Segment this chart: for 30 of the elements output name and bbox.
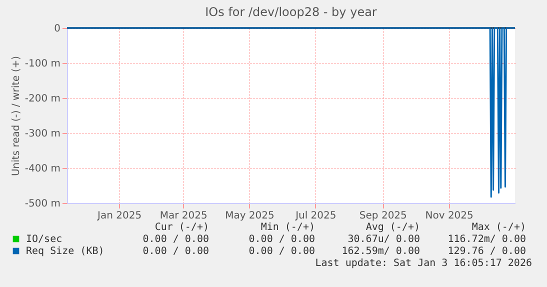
x-tick-label: Sep 2025 bbox=[359, 210, 407, 222]
text: 162.59m/ 0.00 bbox=[342, 246, 420, 257]
y-tick-label: -200 m bbox=[24, 94, 60, 104]
x-tick-label: Jul 2025 bbox=[294, 210, 336, 222]
x-tick-label: May 2025 bbox=[225, 210, 274, 222]
text: Avg (-/+) bbox=[366, 222, 420, 233]
legend-label: IO/sec bbox=[26, 234, 62, 245]
y-tick-label: -100 m bbox=[24, 58, 60, 70]
text: Max (-/+) bbox=[472, 222, 526, 233]
text: 0.00 / 0.00 bbox=[248, 234, 315, 245]
line-series bbox=[66, 27, 516, 198]
y-tick-label: 0 bbox=[54, 24, 60, 34]
x-tick-label: Nov 2025 bbox=[425, 210, 474, 222]
text: 116.72m/ 0.00 bbox=[448, 234, 526, 245]
y-tick-label: -500 m bbox=[24, 198, 60, 210]
y-axis-title: Units read (-) / write (+) bbox=[10, 56, 22, 176]
y-tick-label: -300 m bbox=[24, 128, 60, 140]
legend-label: Req Size (KB) bbox=[26, 246, 104, 257]
text: 0.00 / 0.00 bbox=[142, 246, 209, 257]
y-tick-label: -400 m bbox=[24, 164, 60, 174]
text: 0.00 / 0.00 bbox=[142, 234, 209, 245]
text: 30.67u/ 0.00 bbox=[348, 234, 420, 245]
x-tick-label: Mar 2025 bbox=[160, 210, 208, 222]
text: 0.00 / 0.00 bbox=[248, 246, 315, 257]
chart-title: IOs for /dev/loop28 - by year bbox=[205, 5, 377, 19]
text: Min (-/+) bbox=[260, 222, 315, 233]
x-tick-label: Jan 2025 bbox=[96, 210, 142, 222]
text: Cur (-/+) bbox=[154, 222, 209, 233]
text: 129.76 / 0.00 bbox=[448, 246, 526, 257]
text: Last update: Sat Jan 3 16:05:17 2026 bbox=[315, 258, 532, 269]
